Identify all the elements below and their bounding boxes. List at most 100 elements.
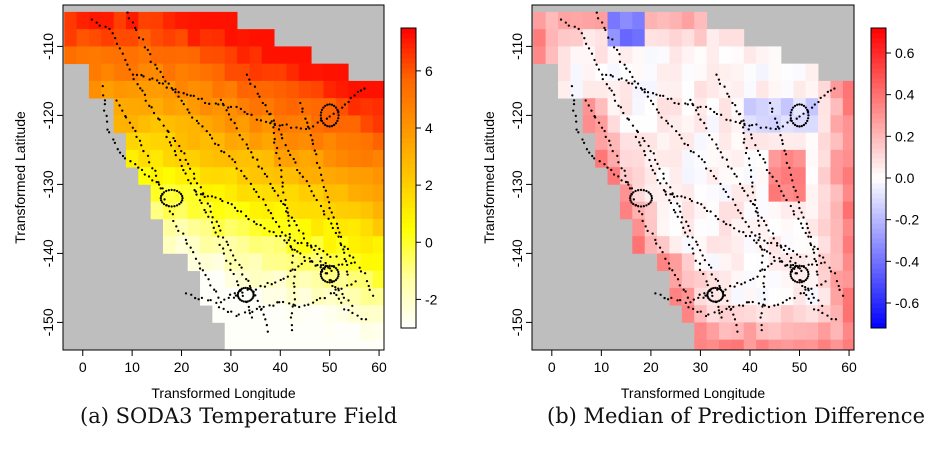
track-point	[712, 300, 715, 303]
track-point	[346, 273, 349, 276]
heatmap-cell	[743, 46, 757, 65]
track-point	[126, 63, 129, 66]
heatmap-cell	[323, 305, 337, 323]
track-point	[332, 280, 336, 283]
heatmap-cell	[533, 11, 547, 30]
track-point	[799, 255, 802, 259]
track-point	[131, 21, 135, 24]
track-point	[663, 296, 666, 300]
track-point	[326, 103, 329, 106]
track-point	[709, 169, 712, 173]
colorbar-segment	[401, 68, 416, 74]
track-point	[285, 123, 288, 126]
track-point	[776, 303, 780, 306]
track-point	[337, 275, 340, 278]
heatmap-cell	[113, 115, 127, 134]
heatmap-cell	[187, 80, 201, 99]
track-point	[688, 197, 692, 201]
heatmap-cell	[731, 287, 745, 306]
heatmap-cell	[818, 149, 831, 168]
colorbar-segment	[871, 298, 886, 304]
heatmap-cell	[150, 80, 164, 99]
heatmap-cell	[669, 63, 683, 82]
track-point	[747, 128, 750, 131]
heatmap-cell	[311, 270, 324, 289]
track-point	[141, 38, 145, 41]
track-point	[193, 189, 196, 192]
colorbar-segment	[401, 63, 416, 69]
heatmap-cell	[125, 29, 139, 47]
colorbar-segment	[871, 128, 886, 134]
heatmap-cell	[719, 115, 732, 134]
heatmap-cell	[101, 46, 115, 65]
track-point	[761, 254, 764, 257]
heatmap-cell	[274, 253, 287, 272]
track-point	[108, 131, 111, 134]
track-point	[628, 187, 632, 190]
colorbar-segment	[871, 88, 886, 94]
track-point	[272, 131, 276, 135]
track-point	[242, 300, 245, 303]
heatmap-cell	[360, 236, 374, 254]
heatmap-cell	[237, 80, 250, 99]
track-point	[313, 149, 316, 152]
track-point	[155, 67, 159, 70]
colorbar-segment	[871, 33, 886, 39]
track-point	[765, 250, 769, 253]
track-point	[768, 171, 771, 175]
track-point	[219, 229, 222, 232]
heatmap-cell	[163, 98, 176, 116]
track-point	[285, 241, 289, 244]
track-point	[332, 104, 336, 107]
track-point	[732, 313, 735, 316]
track-point	[225, 240, 228, 243]
colorbar-segment	[871, 153, 886, 159]
track-point	[290, 328, 294, 332]
track-point	[648, 158, 651, 162]
heatmap-cell	[793, 167, 807, 185]
heatmap-cell	[224, 201, 238, 220]
track-point	[266, 281, 269, 285]
colorbar-segment	[401, 278, 416, 284]
track-point	[330, 280, 334, 284]
track-point	[260, 167, 264, 170]
track-point	[692, 298, 695, 301]
heatmap-cell	[669, 287, 683, 306]
heatmap-cell	[360, 132, 374, 151]
heatmap-cell	[743, 287, 757, 306]
heatmap-cell	[669, 149, 683, 168]
track-point	[600, 21, 604, 24]
track-point	[281, 300, 285, 304]
heatmap-cell	[731, 184, 745, 203]
colorbar-segment	[401, 308, 416, 314]
track-point	[704, 105, 708, 109]
track-point	[257, 195, 260, 199]
track-point	[600, 126, 604, 129]
colorbar-segment	[401, 48, 416, 54]
track-point	[277, 128, 281, 131]
heatmap-cell	[842, 98, 855, 116]
track-point	[662, 189, 666, 192]
track-point	[245, 177, 248, 180]
track-point	[345, 270, 349, 273]
track-point	[229, 249, 232, 252]
track-point	[278, 163, 282, 167]
heatmap-cell	[298, 339, 312, 351]
colorbar-segment	[401, 58, 416, 64]
colorbar-segment	[401, 168, 416, 174]
track-point	[759, 245, 762, 248]
track-point	[191, 251, 195, 254]
track-point	[559, 18, 563, 21]
track-point	[210, 137, 214, 140]
track-point	[305, 179, 308, 183]
x-tick-label: 0	[548, 359, 556, 375]
track-point	[320, 268, 324, 272]
track-point	[326, 124, 329, 128]
track-point	[742, 230, 745, 234]
track-point	[220, 150, 223, 153]
heatmap-cell	[644, 63, 658, 82]
track-point	[180, 164, 183, 168]
heatmap-cell	[224, 29, 238, 47]
heatmap-cell	[756, 98, 769, 116]
colorbar-segment	[401, 188, 416, 194]
